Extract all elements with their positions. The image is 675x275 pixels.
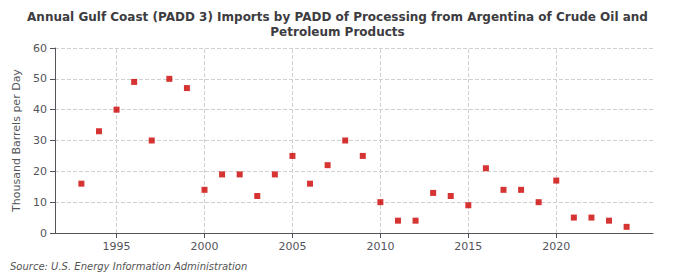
svg-text:60: 60 xyxy=(33,42,47,55)
svg-text:Thousand Barrels per Day: Thousand Barrels per Day xyxy=(10,69,23,213)
svg-text:2000: 2000 xyxy=(191,240,219,253)
svg-text:10: 10 xyxy=(33,196,47,209)
svg-text:Source: U.S. Energy Informatio: Source: U.S. Energy Information Administ… xyxy=(10,261,247,272)
svg-text:2020: 2020 xyxy=(542,240,570,253)
svg-text:0: 0 xyxy=(40,227,47,240)
svg-text:20: 20 xyxy=(33,165,47,178)
svg-text:Petroleum Products: Petroleum Products xyxy=(270,25,404,39)
svg-text:2010: 2010 xyxy=(366,240,394,253)
svg-text:30: 30 xyxy=(33,134,47,147)
svg-text:40: 40 xyxy=(33,103,47,116)
svg-text:1995: 1995 xyxy=(103,240,131,253)
svg-text:2005: 2005 xyxy=(278,240,306,253)
svg-text:2015: 2015 xyxy=(454,240,482,253)
svg-text:Annual Gulf Coast (PADD 3) Imp: Annual Gulf Coast (PADD 3) Imports by PA… xyxy=(27,10,648,24)
svg-text:50: 50 xyxy=(33,72,47,85)
